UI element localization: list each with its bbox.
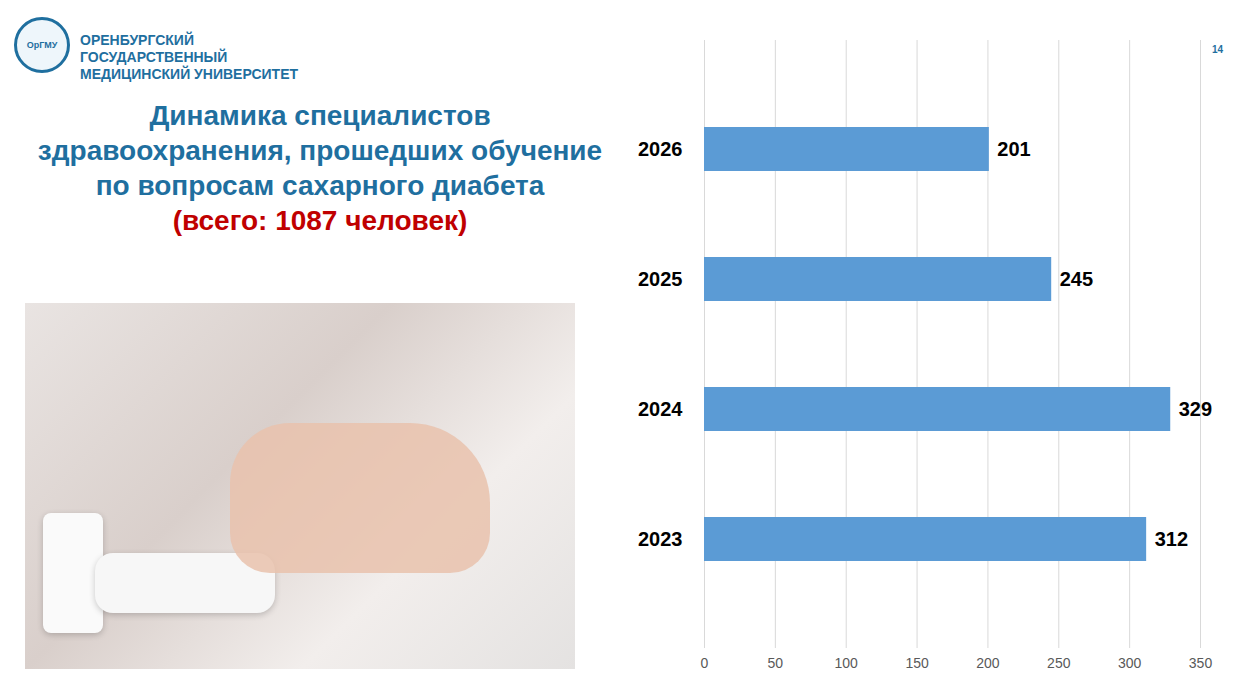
svg-text:300: 300 <box>1118 655 1142 671</box>
html-text:14: 14 <box>1212 44 1224 55</box>
svg-text:329: 329 <box>1179 398 1212 420</box>
html-text:Динамика специалистов здравоох: Динамика специалистов здравоохранения, п… <box>37 100 603 201</box>
html-text:ОрГМУ: ОрГМУ <box>26 40 58 50</box>
svg-text:2023: 2023 <box>638 528 683 550</box>
svg-text:250: 250 <box>1047 655 1071 671</box>
html-text:ОРЕНБУРГСКИЙ ГОСУДАРСТВЕННЫЙ: ОРЕНБУРГСКИЙ ГОСУДАРСТВЕННЫЙ <box>80 32 228 65</box>
html-text:(всего: 1087 человек): (всего: 1087 человек) <box>172 205 468 236</box>
svg-text:150: 150 <box>905 655 929 671</box>
svg-text:50: 50 <box>768 655 784 671</box>
svg-text:2024: 2024 <box>638 398 683 420</box>
svg-text:100: 100 <box>835 655 859 671</box>
svg-text:312: 312 <box>1155 528 1188 550</box>
html-text:МЕДИЦИНСКИЙ УНИВЕРСИТЕТ: МЕДИЦИНСКИЙ УНИВЕРСИТЕТ <box>80 66 298 82</box>
svg-text:200: 200 <box>976 655 1000 671</box>
svg-text:201: 201 <box>997 138 1030 160</box>
svg-text:350: 350 <box>1189 655 1213 671</box>
svg-text:2026: 2026 <box>638 138 683 160</box>
svg-text:245: 245 <box>1060 268 1093 290</box>
svg-text:0: 0 <box>701 655 709 671</box>
svg-text:2025: 2025 <box>638 268 683 290</box>
